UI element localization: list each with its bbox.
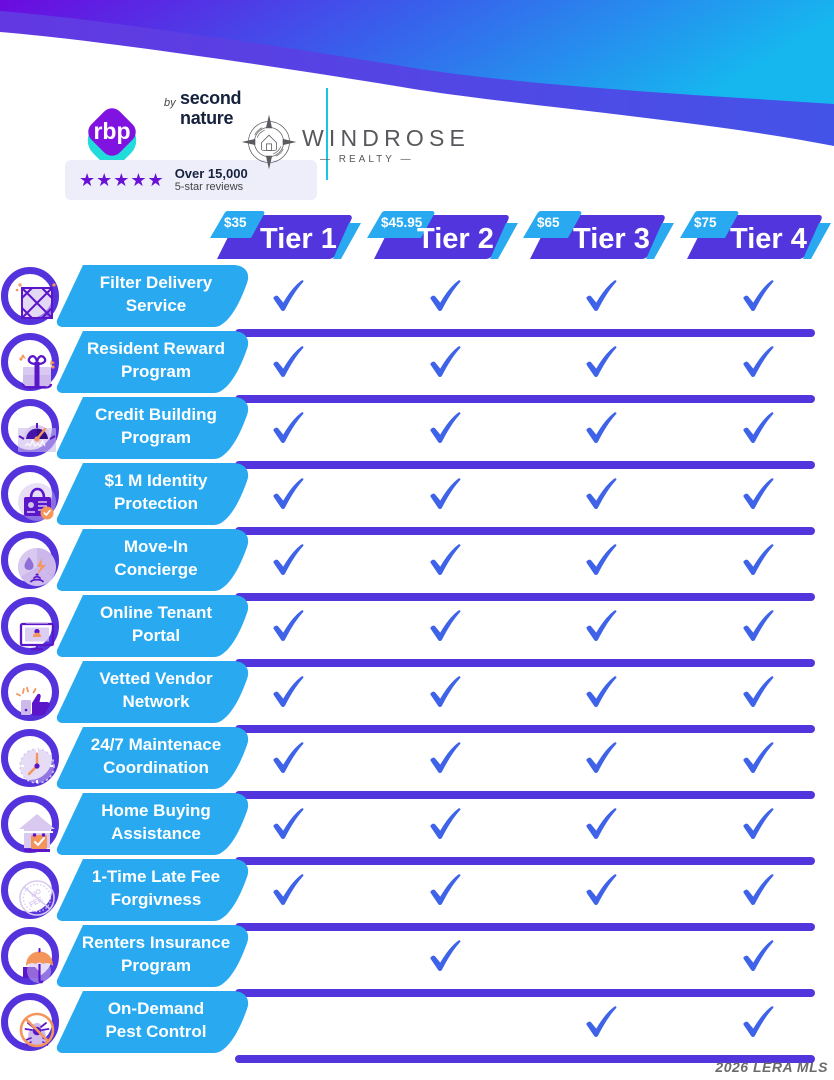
svg-text:rbp: rbp (93, 118, 130, 144)
